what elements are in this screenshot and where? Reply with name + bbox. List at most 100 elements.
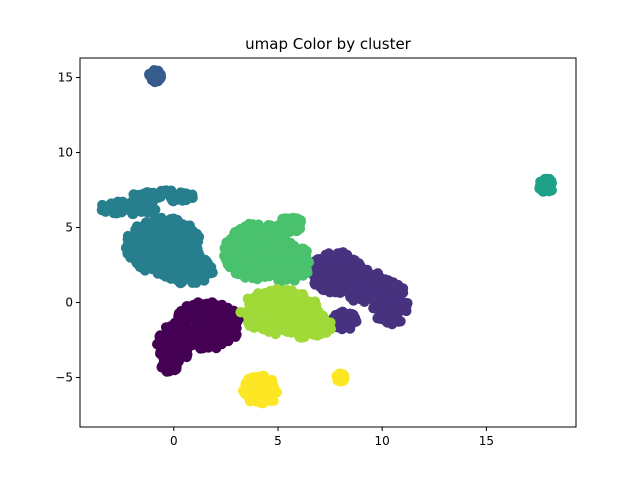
data-point bbox=[133, 256, 145, 267]
data-point bbox=[332, 248, 343, 259]
data-point bbox=[536, 183, 547, 194]
data-point bbox=[297, 289, 308, 300]
data-point bbox=[545, 180, 556, 192]
data-point bbox=[166, 185, 177, 196]
y-tick-label: 5 bbox=[65, 221, 73, 235]
data-point bbox=[164, 354, 175, 365]
x-tick-label: 10 bbox=[375, 434, 390, 448]
data-point bbox=[253, 381, 264, 393]
data-point bbox=[355, 294, 366, 305]
data-point bbox=[294, 223, 305, 234]
x-tick-label: 15 bbox=[479, 434, 494, 448]
data-point bbox=[152, 217, 163, 228]
axes: 0 5 10 15 −5 0 5 10 15 bbox=[55, 57, 577, 448]
data-point bbox=[286, 239, 297, 250]
data-point bbox=[136, 234, 147, 245]
data-point bbox=[228, 254, 239, 265]
y-tick-label: 15 bbox=[58, 71, 73, 85]
data-point bbox=[228, 313, 239, 324]
data-point bbox=[277, 247, 288, 258]
data-point bbox=[377, 307, 388, 318]
data-point bbox=[265, 389, 276, 401]
data-point bbox=[172, 194, 183, 205]
data-point bbox=[265, 224, 276, 236]
data-point bbox=[219, 243, 230, 254]
data-point bbox=[128, 244, 139, 255]
scatter-points bbox=[96, 65, 557, 409]
data-point bbox=[321, 254, 333, 265]
data-point bbox=[266, 374, 278, 386]
data-point bbox=[299, 331, 310, 342]
data-point bbox=[159, 363, 170, 374]
data-point bbox=[185, 309, 196, 321]
cluster-3 bbox=[96, 185, 218, 289]
data-point bbox=[371, 271, 382, 282]
data-point bbox=[278, 271, 289, 283]
data-point bbox=[177, 307, 188, 318]
data-point bbox=[292, 316, 303, 328]
y-tick-label: −5 bbox=[55, 371, 73, 385]
data-point bbox=[176, 219, 187, 230]
data-point bbox=[268, 256, 279, 267]
data-point bbox=[130, 224, 141, 235]
plot-frame bbox=[79, 57, 577, 428]
data-point bbox=[152, 236, 163, 247]
data-point bbox=[205, 298, 216, 310]
data-point bbox=[242, 221, 254, 232]
data-point bbox=[121, 199, 133, 211]
data-point bbox=[203, 342, 214, 353]
y-tick-label: 10 bbox=[58, 146, 73, 160]
data-point bbox=[286, 286, 297, 297]
x-tick-label: 0 bbox=[170, 434, 178, 448]
data-point bbox=[246, 248, 257, 259]
x-tick-label: 5 bbox=[274, 434, 282, 448]
cluster-7 bbox=[237, 368, 350, 409]
data-point bbox=[259, 247, 270, 259]
data-point bbox=[142, 198, 153, 209]
data-point bbox=[191, 277, 202, 288]
data-point bbox=[221, 323, 233, 334]
data-point bbox=[227, 240, 239, 251]
cluster-1 bbox=[306, 247, 413, 335]
data-point bbox=[108, 207, 120, 219]
data-point bbox=[341, 249, 353, 261]
data-point bbox=[182, 192, 193, 203]
data-point bbox=[141, 226, 153, 238]
data-point bbox=[179, 329, 190, 340]
data-point bbox=[388, 290, 400, 301]
data-point bbox=[182, 349, 193, 360]
data-point bbox=[280, 300, 291, 311]
data-point bbox=[184, 220, 195, 231]
data-point bbox=[252, 392, 263, 403]
chart-title: umap Color by cluster bbox=[245, 35, 412, 53]
data-point bbox=[181, 231, 192, 242]
data-point bbox=[251, 235, 262, 246]
data-point bbox=[144, 260, 155, 271]
data-point bbox=[242, 293, 254, 304]
data-point bbox=[330, 256, 341, 267]
data-point bbox=[196, 304, 207, 315]
cluster-6 bbox=[235, 283, 336, 343]
data-point bbox=[277, 219, 288, 230]
data-point bbox=[203, 318, 214, 329]
data-point bbox=[340, 264, 351, 275]
data-point bbox=[348, 276, 359, 288]
data-point bbox=[293, 324, 304, 335]
data-point bbox=[146, 68, 158, 80]
data-point bbox=[306, 313, 317, 324]
data-point bbox=[181, 341, 193, 352]
data-point bbox=[311, 300, 322, 311]
data-point bbox=[242, 311, 253, 322]
data-point bbox=[169, 225, 180, 236]
data-point bbox=[243, 260, 254, 271]
data-point bbox=[315, 262, 326, 273]
data-point bbox=[344, 323, 356, 334]
data-point bbox=[202, 332, 213, 344]
data-point bbox=[320, 324, 332, 335]
data-point bbox=[232, 263, 243, 275]
data-point bbox=[240, 379, 252, 390]
data-point bbox=[324, 276, 335, 287]
cluster-4 bbox=[534, 173, 557, 197]
data-point bbox=[379, 294, 390, 305]
data-point bbox=[386, 310, 397, 321]
